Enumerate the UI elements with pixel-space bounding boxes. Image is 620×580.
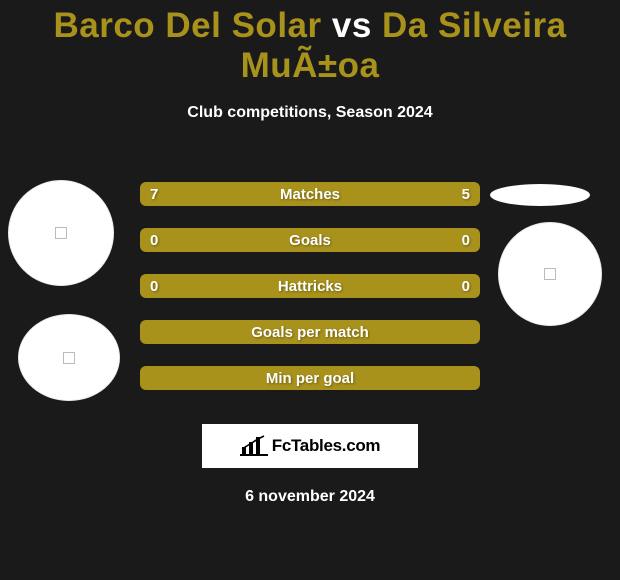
logo-text: FcTables.com [272,436,381,456]
stat-bar-right-value: 0 [462,278,470,295]
image-placeholder-icon [55,227,67,239]
logo-box: FcTables.com [202,424,418,468]
stat-bar-right-value: 5 [462,186,470,203]
stat-bar: Hattricks 0 0 [140,274,480,298]
avatar-left-top [8,180,114,286]
stat-bar-label: Min per goal [266,370,354,387]
stat-bar-label: Goals per match [251,324,369,341]
title-player1: Barco Del Solar [53,6,321,45]
subtitle: Club competitions, Season 2024 [0,104,620,122]
avatar-right-bottom [498,222,602,326]
stat-bar-label: Hattricks [278,278,342,295]
stat-bar: Matches 7 5 [140,182,480,206]
image-placeholder-icon [63,352,75,364]
stat-bar-left-value: 7 [150,186,158,203]
stat-bar: Goals per match [140,320,480,344]
comparison-area: Matches 7 5 Goals 0 0 Hattricks 0 0 Goals per mat… [0,172,620,412]
title-separator: vs [332,6,372,45]
stat-bar: Goals 0 0 [140,228,480,252]
stat-bar-label: Matches [280,186,340,203]
bar-chart-icon [240,435,268,457]
date-label: 6 november 2024 [0,488,620,506]
page-title: Barco Del Solar vs Da Silveira MuÃ±oa [0,0,620,86]
stat-bar-label: Goals [289,232,331,249]
stat-bar-left-value: 0 [150,278,158,295]
avatar-right-top [490,184,590,206]
stat-bars: Matches 7 5 Goals 0 0 Hattricks 0 0 Goals per mat… [140,182,480,412]
stat-bar-left-value: 0 [150,232,158,249]
image-placeholder-icon [544,268,556,280]
stat-bar: Min per goal [140,366,480,390]
avatar-left-bottom [18,314,120,401]
stat-bar-right-value: 0 [462,232,470,249]
